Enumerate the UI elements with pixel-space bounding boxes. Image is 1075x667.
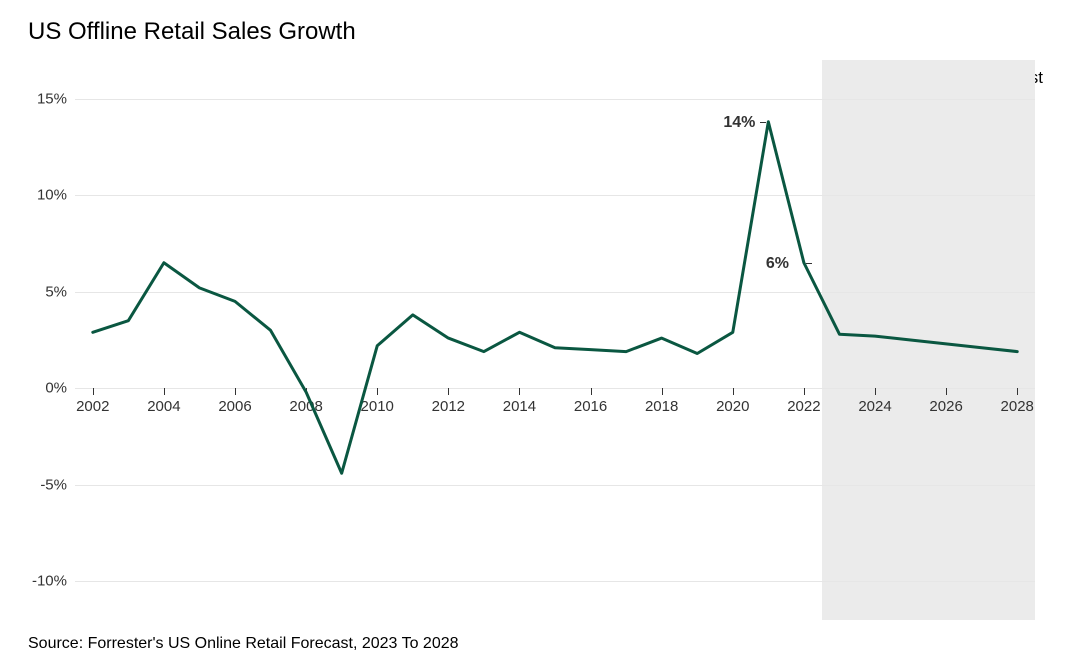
- y-tick-label: -10%: [32, 573, 75, 590]
- y-tick-label: -5%: [40, 476, 75, 493]
- annotation-tick: [760, 122, 766, 123]
- line-layer: [75, 60, 1035, 620]
- data-annotation: 6%: [766, 255, 789, 273]
- series-line: [93, 122, 1017, 473]
- y-tick-label: 5%: [45, 283, 75, 300]
- y-tick-label: 10%: [37, 187, 75, 204]
- chart-title: US Offline Retail Sales Growth: [28, 18, 356, 46]
- annotation-tick: [806, 263, 812, 264]
- y-tick-label: 0%: [45, 380, 75, 397]
- y-tick-label: 15%: [37, 90, 75, 107]
- source-label: Source: Forrester's US Online Retail For…: [28, 635, 459, 653]
- data-annotation: 14%: [723, 114, 755, 132]
- plot-area: -10%-5%0%5%10%15% 2002200420062008201020…: [75, 60, 1035, 620]
